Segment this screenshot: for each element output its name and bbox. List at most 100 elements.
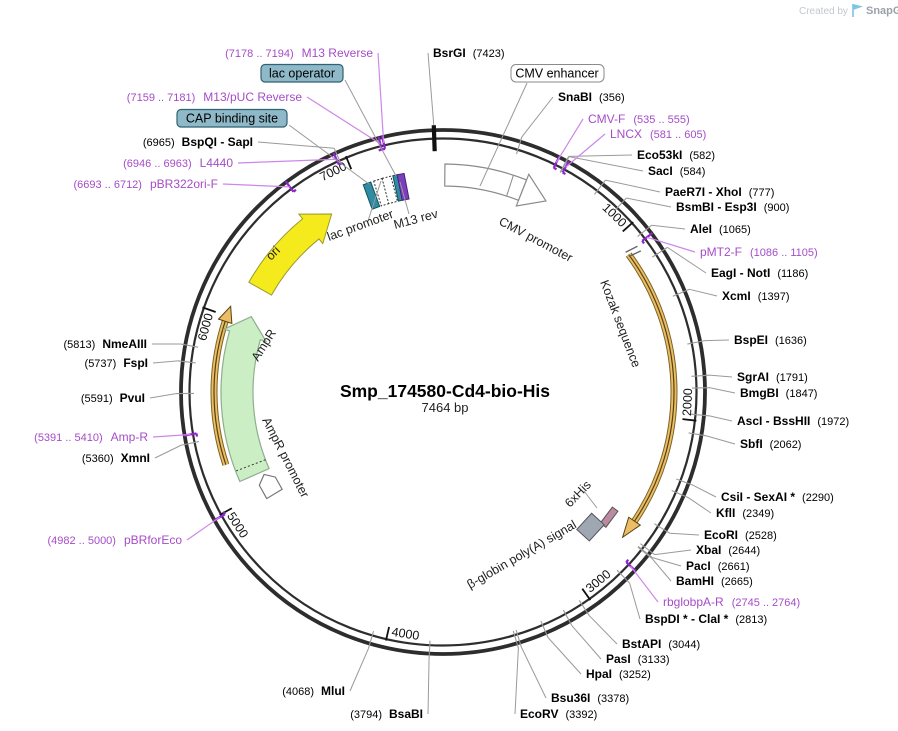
watermark-brand: SnapGene [866,5,898,17]
primer-mark-foot [222,510,226,515]
enzyme-leader [521,96,554,138]
enzyme-tick [515,136,523,155]
leader-lines [149,52,736,715]
snapgene-flag-icon [852,4,863,17]
primer-mark-foot [641,240,645,245]
enzyme-leader [427,658,430,715]
plasmid-size: 7464 bp [422,400,469,415]
enzyme-site-label: BamHI (2665) [676,574,753,588]
enzyme-tick [637,546,653,559]
his6-label-leader [583,490,598,509]
cap-binding-site-block [362,181,381,210]
enzyme-leader [708,415,733,422]
enzyme-site-label: SbfI (2062) [740,437,801,451]
ampr-orf-arc-arrowhead [217,305,233,325]
kozak-label: Kozak sequence [597,278,643,369]
enzyme-tick [428,640,431,659]
enzyme-site-label: Bsu36I (3378) [551,691,629,705]
enzyme-tick [540,620,549,638]
enzyme-tick-bold [431,125,437,152]
enzyme-tick [594,179,606,195]
primer-mark-foot [381,147,386,151]
lac-promoter-label: lac promoter [325,207,395,244]
scale-tick-label: 6000 [195,312,216,343]
enzyme-tick [616,569,630,584]
ampr-arrow [220,315,270,483]
primer-mark-foot [195,433,199,437]
scale-tick-label: 2000 [680,388,695,416]
enzyme-site-label: PaeR7I - XhoI (777) [665,185,774,199]
lac-operator-badge-leader [344,79,397,177]
primer-mark-foot [292,188,297,193]
enzyme-tick [562,609,573,627]
cap-binding-site-badge: CAP binding site [176,108,288,128]
enzyme-leader [568,156,644,172]
enzyme-leader [154,444,182,459]
enzyme-tick [676,478,694,486]
enzyme-site-label: HpaI (3252) [586,667,651,681]
m13-rev-primer-block [396,172,410,201]
primer-label: LNCX (581 .. 605) [610,127,706,141]
enzyme-leader [692,484,717,498]
enzyme-tick [688,432,707,437]
enzyme-leader [706,435,736,445]
enzyme-leader [652,557,682,567]
cmv-promoter-label: CMV promoter [497,214,575,265]
kozak-mark [628,250,642,258]
enzyme-site-label: BspDI * - ClaI * (2813) [645,612,767,626]
enzyme-site-label: EcoRV (3392) [520,707,597,721]
m13-rev-label-leader [399,181,410,215]
enzyme-site-label: XbaI (2644) [696,543,760,557]
enzyme-leader [654,549,692,556]
enzyme-tick [637,224,652,237]
enzyme-site-label: (6965) BspQI - SapI [143,135,253,149]
enzyme-tick [177,360,196,364]
gene-orf-arc-core [628,254,675,522]
scale-tick [202,306,216,313]
m13-rev-label: M13 rev [392,206,440,231]
scale-tick [345,155,353,170]
enzyme-leader [514,648,519,715]
enzyme-leader [709,374,733,378]
enzyme-tick [578,600,590,616]
enzyme-tick [333,147,342,165]
scale-tick-label: 4000 [391,625,421,643]
enzyme-tick [613,197,627,212]
scale-tick [385,626,390,641]
enzyme-tick [671,489,689,499]
enzyme-site-label: (5591) PvuI [81,391,145,405]
primer-leader [306,96,381,145]
enzyme-site-label: AleI (1065) [690,222,751,236]
enzyme-leader [588,615,618,645]
enzyme-site-label: SnaBI (356) [558,90,625,104]
enzyme-site-label: EagI - NotI (1186) [711,266,808,280]
primer-label: (5391 .. 5410) Amp-R [34,430,148,444]
primer-label: CMV-F (535 .. 555) [588,112,690,126]
scale-tick [682,418,697,422]
kozak-mark [625,245,638,253]
primer-leader [222,183,290,188]
primer-leader [186,516,221,541]
enzyme-site-label: (3794) BsaBI [350,707,423,721]
primer-leader [565,133,606,168]
primer-label: (7178 .. 7194) M13 Reverse [225,46,373,60]
enzyme-tick [512,630,519,649]
enzyme-tick [180,343,199,348]
enzyme-tick [652,246,668,258]
primer-leader [377,52,385,144]
primer-label: (6693 .. 6712) pBR322ori-F [73,177,218,191]
enzyme-leader [257,141,335,149]
primer-label: (6946 .. 6963) L4440 [123,156,233,170]
lac-operator-badge-label: lac operator [269,67,335,81]
enzyme-tick [687,340,706,345]
enzyme-tick [560,156,570,173]
primer-leader [630,565,659,603]
primer-labels: CMV-F (535 .. 555)LNCX (581 .. 605) pMT2-F(… [34,46,818,609]
enzyme-leader [669,532,700,536]
polya-block [576,512,605,542]
enzyme-leader [651,224,686,230]
lac-promoter-block-2 [381,175,399,205]
gene-orf-arc [626,253,677,523]
enzyme-leader [571,625,602,660]
